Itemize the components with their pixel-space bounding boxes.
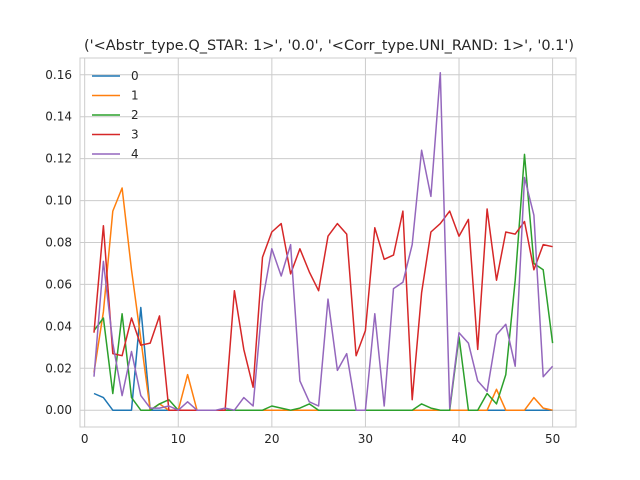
x-tick-label: 0 bbox=[81, 432, 89, 446]
x-tick-label: 40 bbox=[451, 432, 466, 446]
legend-label: 0 bbox=[131, 69, 139, 83]
plot-area: 0 10 20 30 40 500.000.020.040.060.080.100.120… bbox=[45, 57, 577, 446]
series-line-2 bbox=[93, 153, 554, 411]
y-tick-label: 0.16 bbox=[45, 68, 72, 82]
x-tick-label: 20 bbox=[264, 432, 279, 446]
x-tick-label: 10 bbox=[171, 432, 186, 446]
series-line-4 bbox=[93, 71, 554, 411]
legend-label: 1 bbox=[131, 89, 139, 103]
chart-title: ('<Abstr_type.Q_STAR: 1>', '0.0', '<Corr… bbox=[84, 38, 574, 54]
series-line-3 bbox=[93, 208, 553, 411]
plot-frame bbox=[79, 57, 577, 428]
legend-label: 2 bbox=[131, 108, 139, 122]
y-tick-label: 0.00 bbox=[45, 403, 72, 417]
y-tick-label: 0.14 bbox=[45, 110, 72, 124]
x-tick-label: 30 bbox=[358, 432, 373, 446]
y-tick-label: 0.12 bbox=[45, 152, 72, 166]
legend-label: 4 bbox=[131, 147, 139, 161]
y-tick-label: 0.04 bbox=[45, 319, 72, 333]
y-tick-label: 0.10 bbox=[45, 194, 72, 208]
y-tick-label: 0.02 bbox=[45, 361, 72, 375]
legend-label: 3 bbox=[131, 128, 139, 142]
x-tick-label: 50 bbox=[545, 432, 560, 446]
y-tick-label: 0.06 bbox=[45, 277, 72, 291]
y-tick-label: 0.08 bbox=[45, 236, 72, 250]
